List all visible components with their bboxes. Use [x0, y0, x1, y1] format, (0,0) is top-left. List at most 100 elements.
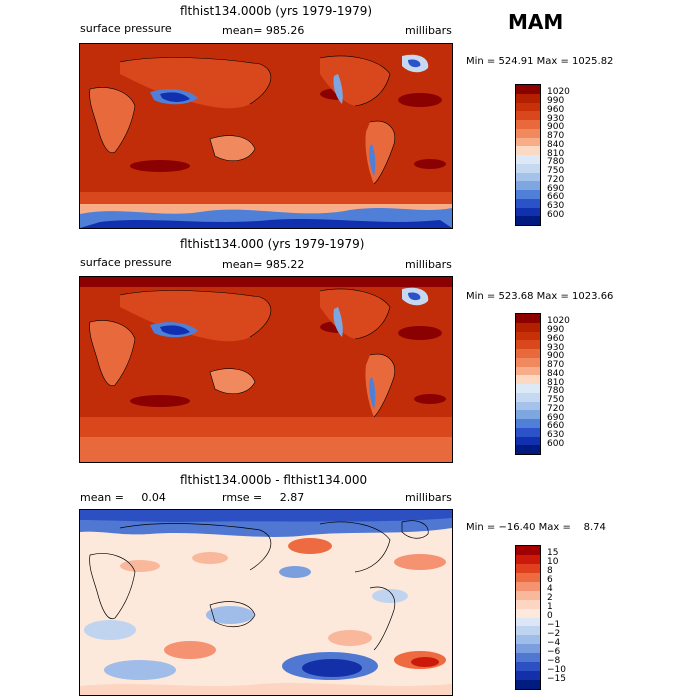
- colorbar-swatch: [516, 190, 540, 199]
- colorbar-swatch: [516, 410, 540, 419]
- colorbar-swatch: [516, 644, 540, 654]
- colorbar-swatch: [516, 392, 540, 402]
- colorbar-tick-label: 870: [547, 131, 565, 141]
- colorbar-tick-label: 750: [547, 166, 565, 176]
- panel-1-colorbar-swatches: [515, 84, 541, 226]
- panel-2-map: [79, 276, 453, 463]
- colorbar-swatch: [516, 599, 540, 609]
- colorbar-swatch: [516, 314, 540, 323]
- colorbar-swatch: [516, 554, 540, 564]
- colorbar-tick-label: 720: [547, 403, 565, 414]
- colorbar-tick-label: 2: [547, 593, 553, 604]
- colorbar-swatch: [516, 563, 540, 573]
- colorbar-swatch: [516, 93, 540, 103]
- colorbar-swatch: [516, 653, 540, 663]
- colorbar-tick-label: 960: [547, 104, 565, 115]
- colorbar-tick-label: −1: [547, 619, 561, 630]
- colorbar-tick-label: 660: [547, 192, 565, 203]
- colorbar-swatch: [516, 662, 540, 672]
- colorbar-tick-label: 900: [547, 351, 565, 362]
- colorbar-swatch: [516, 216, 540, 225]
- panel-1-minmax: Min = 524.91 Max = 1025.82: [466, 56, 614, 67]
- colorbar-tick-label: −10: [547, 664, 566, 675]
- colorbar-swatch: [516, 590, 540, 600]
- colorbar-swatch: [516, 419, 540, 428]
- surface-pressure-map-1: [80, 44, 452, 228]
- colorbar-swatch: [516, 198, 540, 208]
- colorbar-swatch: [516, 626, 540, 636]
- colorbar-tick-label: 720: [547, 174, 565, 185]
- colorbar-swatch: [516, 617, 540, 627]
- panel-3-colorbar-swatches: [515, 545, 541, 690]
- colorbar-swatch: [516, 331, 540, 341]
- colorbar-swatch: [516, 427, 540, 437]
- surface-pressure-map-2: [80, 277, 452, 462]
- colorbar-swatch: [516, 366, 540, 376]
- colorbar-tick-label: 1020: [547, 316, 570, 327]
- colorbar-swatch: [516, 120, 540, 129]
- colorbar-tick-label: 0: [547, 611, 553, 621]
- difference-map: [80, 510, 452, 695]
- colorbar-tick-label: 810: [547, 148, 565, 159]
- colorbar-tick-label: −4: [547, 637, 561, 648]
- colorbar-tick-label: 780: [547, 157, 565, 168]
- colorbar-tick-label: 630: [547, 430, 565, 440]
- colorbar-swatch: [516, 349, 540, 358]
- colorbar-tick-label: 780: [547, 386, 565, 397]
- panel-3-map: [79, 509, 453, 696]
- colorbar-tick-label: 690: [547, 412, 565, 423]
- colorbar-swatch: [516, 581, 540, 591]
- colorbar-tick-label: −15: [547, 673, 566, 684]
- panel-1-units-label: millibars: [405, 24, 452, 37]
- colorbar-swatch: [516, 155, 540, 164]
- colorbar-swatch: [516, 401, 540, 411]
- colorbar-tick-label: 990: [547, 96, 565, 106]
- colorbar-swatch: [516, 375, 540, 384]
- panel-3-rmse-label: rmse = 2.87: [222, 491, 305, 504]
- colorbar-tick-label: 1: [547, 602, 553, 613]
- colorbar-tick-label: 840: [547, 368, 565, 379]
- panel-3-units-label: millibars: [405, 491, 452, 504]
- colorbar-tick-label: 8: [547, 566, 553, 577]
- colorbar-swatch: [516, 181, 540, 190]
- colorbar-tick-label: 600: [547, 209, 565, 220]
- colorbar-swatch: [516, 146, 540, 155]
- colorbar-tick-label: 4: [547, 584, 553, 595]
- colorbar-swatch: [516, 572, 540, 582]
- colorbar-tick-label: 840: [547, 139, 565, 150]
- colorbar-swatch: [516, 680, 540, 689]
- colorbar-tick-label: 630: [547, 201, 565, 211]
- colorbar-tick-label: 600: [547, 438, 565, 449]
- colorbar-tick-label: −2: [547, 628, 561, 639]
- panel-3-minmax: Min = −16.40 Max = 8.74: [466, 522, 606, 533]
- colorbar-tick-label: 810: [547, 377, 565, 388]
- colorbar-tick-label: 660: [547, 421, 565, 432]
- colorbar-swatch: [516, 207, 540, 217]
- colorbar-swatch: [516, 85, 540, 94]
- colorbar-tick-label: 1020: [547, 87, 570, 98]
- colorbar-tick-label: 15: [547, 548, 559, 559]
- colorbar-swatch: [516, 357, 540, 367]
- colorbar-swatch: [516, 128, 540, 138]
- panel-3-title: flthist134.000b - flthist134.000: [180, 473, 368, 487]
- colorbar-swatch: [516, 137, 540, 147]
- colorbar-tick-label: −6: [547, 646, 561, 657]
- colorbar-tick-label: 930: [547, 342, 565, 353]
- colorbar-swatch: [516, 384, 540, 393]
- panel-2-minmax: Min = 523.68 Max = 1023.66: [466, 291, 614, 302]
- panel-2-field-label: surface pressure: [80, 256, 172, 269]
- colorbar-tick-label: 10: [547, 557, 559, 568]
- colorbar-tick-label: 870: [547, 360, 565, 370]
- panel-2-colorbar-swatches: [515, 313, 541, 455]
- panel-2-units-label: millibars: [405, 258, 452, 271]
- colorbar-swatch: [516, 546, 540, 555]
- colorbar-tick-label: 960: [547, 333, 565, 344]
- panel-1-mean-label: mean= 985.26: [222, 24, 305, 37]
- panel-1-field-label: surface pressure: [80, 22, 172, 35]
- colorbar-swatch: [516, 163, 540, 173]
- colorbar-tick-label: 750: [547, 395, 565, 405]
- panel-3-mean-label: mean = 0.04: [80, 491, 166, 504]
- panel-1-title: flthist134.000b (yrs 1979-1979): [180, 4, 373, 18]
- colorbar-swatch: [516, 445, 540, 454]
- panel-2-title: flthist134.000 (yrs 1979-1979): [180, 237, 365, 251]
